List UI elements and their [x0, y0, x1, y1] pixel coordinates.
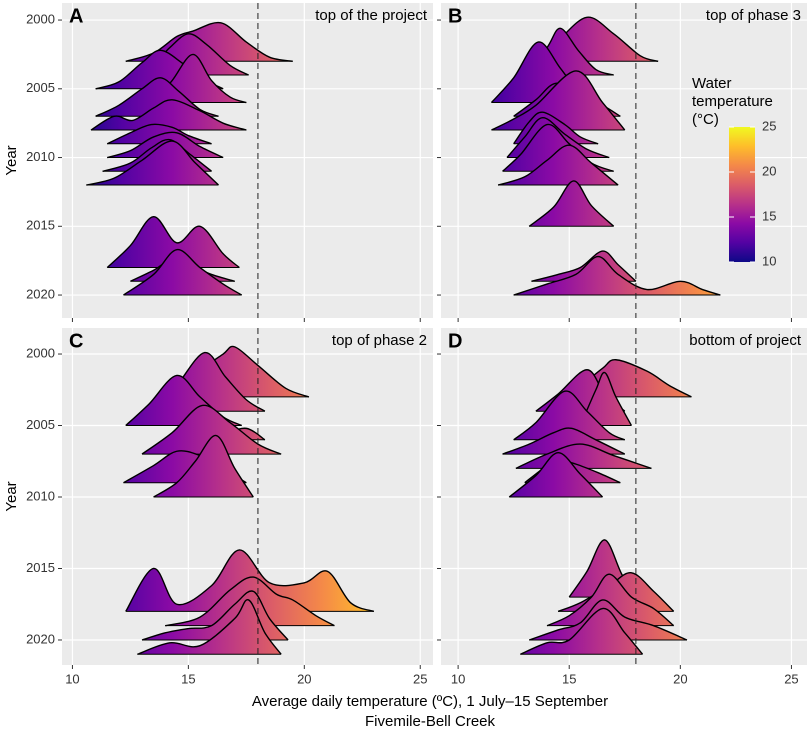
y-axis-label: Year — [3, 481, 20, 511]
ridges — [123, 345, 375, 655]
panel-label: D — [448, 330, 462, 352]
ridge-fill — [513, 391, 625, 440]
panel: 10 15 20 25 2000 2005 2010 2015 2020 Year C top of … — [3, 328, 433, 686]
colorbar-label: 15 — [762, 208, 776, 223]
panel-title: top of the project — [315, 7, 428, 24]
y-tick-label: 2015 — [26, 218, 55, 233]
x-tick-label: 20 — [673, 671, 687, 686]
legend-title: temperature — [692, 93, 773, 110]
ridges — [86, 21, 293, 296]
y-tick-label: 2005 — [26, 80, 55, 95]
ridges — [490, 16, 721, 296]
ridge-line — [102, 138, 212, 172]
ridge-line — [165, 576, 335, 627]
legend-title: (°C) — [692, 111, 719, 128]
x-tick-label: 25 — [413, 671, 427, 686]
ridge-line — [579, 371, 633, 426]
legend-title: Water — [692, 75, 731, 92]
panel-label: A — [69, 5, 83, 27]
x-tick-label: 15 — [181, 671, 195, 686]
y-tick-label: 2010 — [26, 488, 55, 503]
y-axis-label: Year — [3, 145, 20, 175]
ridge-line — [513, 255, 721, 296]
ridge-line — [513, 390, 626, 441]
ridge-line — [107, 131, 224, 159]
colorbar — [729, 127, 755, 262]
ridge-line — [90, 99, 247, 131]
ridge-line — [508, 451, 604, 498]
ridge-line — [546, 573, 675, 627]
ridge-line — [528, 599, 688, 641]
y-tick-label: 2010 — [26, 149, 55, 164]
ridge-line — [141, 404, 282, 455]
ridge-fill — [513, 256, 721, 296]
ridge-fill — [123, 249, 242, 296]
ridge-line — [95, 77, 219, 117]
panel: 2000 2005 2010 2015 2020 Year A top of the proj… — [3, 3, 433, 322]
ridge-fill — [509, 452, 603, 498]
y-tick-label: 2000 — [26, 11, 55, 26]
ridge-fill — [141, 405, 282, 455]
ridge-line — [123, 248, 243, 296]
y-tick-label: 2005 — [26, 417, 55, 432]
y-tick-label: 2000 — [26, 345, 55, 360]
caption: Fivemile-Bell Creek — [365, 713, 496, 730]
y-tick-label: 2020 — [26, 631, 55, 646]
ridge-line — [497, 144, 619, 186]
ridge-line — [502, 427, 626, 455]
ridge-line — [520, 607, 644, 655]
ridge-line — [141, 590, 289, 641]
ridge-line — [137, 599, 282, 655]
x-axis-label: Average daily temperature (ºC), 1 July–1… — [252, 693, 608, 710]
panel-label: B — [448, 5, 462, 27]
ridge-line — [106, 123, 212, 145]
colorbar-label: 10 — [762, 253, 776, 268]
ridge-fill — [107, 216, 240, 268]
ridge-line — [515, 443, 652, 470]
panel-title: bottom of project — [689, 332, 802, 349]
ridge-line — [153, 434, 254, 498]
ridge-line — [513, 111, 599, 145]
ridge-line — [125, 549, 375, 613]
y-tick-label: 2020 — [26, 286, 55, 301]
ridge-line — [557, 572, 675, 613]
ridge-line — [106, 215, 240, 269]
panel-label: C — [69, 330, 83, 352]
ridge-fill — [137, 599, 282, 655]
ridge-line — [528, 180, 615, 227]
ridge-line — [491, 70, 626, 131]
x-tick-label: 15 — [562, 671, 576, 686]
x-tick-label: 10 — [451, 671, 465, 686]
x-tick-label: 20 — [297, 671, 311, 686]
colorbar-label: 25 — [762, 118, 776, 133]
panel-title: top of phase 2 — [332, 332, 427, 349]
ridge-line — [531, 250, 637, 282]
ridge-fill — [547, 574, 674, 626]
x-tick-label: 10 — [65, 671, 79, 686]
y-tick-label: 2015 — [26, 560, 55, 575]
panel: 10 15 20 25 D bottom of project — [437, 328, 807, 686]
x-tick-label: 25 — [784, 671, 798, 686]
ridges — [502, 359, 692, 655]
ridge-line — [506, 116, 610, 159]
colorbar-label: 20 — [762, 163, 776, 178]
ridge-fill — [580, 372, 632, 426]
ridge-fill — [90, 99, 247, 131]
panel-title: top of phase 3 — [706, 7, 801, 24]
ridge-line — [86, 140, 219, 186]
ridge-fill — [529, 180, 614, 227]
ridge-line — [153, 53, 247, 104]
